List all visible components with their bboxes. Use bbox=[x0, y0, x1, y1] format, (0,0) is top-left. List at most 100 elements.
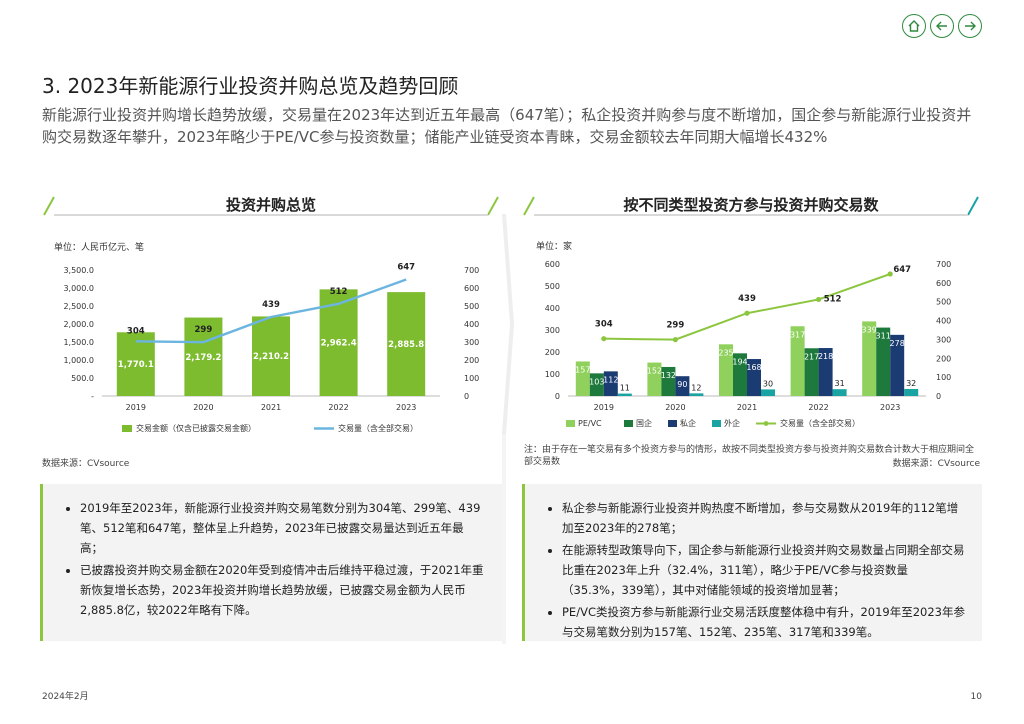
bar-data-label: 30 bbox=[763, 379, 773, 388]
y-tick-label: 3,000.0 bbox=[63, 284, 94, 293]
left-bullet-list: 2019年至2023年，新能源行业投资并购交易笔数分别为304笔、299笔、43… bbox=[62, 498, 486, 620]
chart-unit-label: 单位：家 bbox=[536, 240, 572, 252]
bar bbox=[252, 316, 290, 396]
right-source: 数据来源：CVsource bbox=[892, 459, 980, 469]
left-panel-header: 投资并购总览 bbox=[40, 194, 502, 216]
y-tick-label: 1,000.0 bbox=[63, 356, 94, 365]
arrow-right-icon[interactable] bbox=[958, 14, 982, 38]
y-tick-label: 3,500.0 bbox=[63, 266, 94, 275]
x-tick-label: 2022 bbox=[328, 403, 348, 412]
legend-swatch bbox=[712, 420, 721, 427]
bar-data-label: 12 bbox=[691, 383, 701, 392]
line-data-label: 299 bbox=[195, 325, 213, 335]
bar bbox=[617, 393, 632, 396]
legend-label: 外企 bbox=[724, 418, 740, 428]
bar-data-label: 235 bbox=[718, 348, 733, 357]
line-point bbox=[887, 271, 893, 277]
bar-data-label: 2,962.4 bbox=[321, 339, 357, 349]
header-rule bbox=[534, 214, 968, 216]
bar-data-label: 112 bbox=[603, 375, 618, 384]
left-bullet-box: 2019年至2023年，新能源行业投资并购交易笔数分别为304笔、299笔、43… bbox=[40, 484, 502, 641]
y-tick-label: 2,000.0 bbox=[63, 320, 94, 329]
line-data-label: 299 bbox=[667, 321, 685, 331]
line-data-label: 512 bbox=[330, 287, 348, 297]
y2-tick-label: 400 bbox=[464, 320, 479, 329]
bar-data-label: 339 bbox=[862, 325, 877, 334]
y-tick-label: 0 bbox=[555, 392, 560, 401]
deal-overview-chart: 单位：人民币亿元、笔 - 500.0 1,000.0 1,500.0 2,000.0 2,… bbox=[54, 241, 479, 433]
bar bbox=[761, 389, 775, 396]
bar bbox=[818, 348, 833, 396]
y-tick-label: 500 bbox=[545, 282, 560, 291]
line-point bbox=[601, 336, 607, 342]
bar-data-label: 32 bbox=[906, 379, 916, 388]
y-tick-label: 1,500.0 bbox=[63, 338, 94, 347]
panel-divider-arrow bbox=[502, 214, 514, 644]
legend-label: 国企 bbox=[636, 418, 652, 428]
y2-tick-label: 600 bbox=[464, 284, 479, 293]
y-tick-label: - bbox=[91, 392, 94, 401]
bar-data-label: 152 bbox=[647, 367, 662, 376]
y2-tick-label: 200 bbox=[464, 356, 479, 365]
right-note: 注：由于存在一笔交易有多个投资方参与的情形，故按不同类型投资方参与投资并购交易数… bbox=[524, 445, 975, 467]
line-data-label: 304 bbox=[127, 326, 145, 336]
page-number: 10 bbox=[970, 692, 982, 702]
bar-data-label: 317 bbox=[790, 330, 805, 339]
legend-label: PE/VC bbox=[578, 419, 602, 428]
header-rule bbox=[54, 214, 488, 216]
bar-data-label: 311 bbox=[876, 332, 891, 341]
investor-type-chart: 单位：家 0 100 200 300 400 500 600 0 100 200 300 400 50… bbox=[536, 240, 951, 428]
line-data-label: 512 bbox=[824, 294, 842, 304]
line-data-label: 647 bbox=[893, 265, 911, 275]
home-icon[interactable] bbox=[902, 14, 926, 38]
legend-swatch bbox=[122, 425, 132, 432]
line-point bbox=[816, 296, 822, 303]
bar-data-label: 2,885.8 bbox=[388, 340, 424, 350]
bar bbox=[719, 344, 733, 396]
legend-label: 交易金额（仅含已披露交易金额） bbox=[136, 423, 256, 433]
y2-tick-label: 100 bbox=[464, 374, 479, 383]
y2-tick-label: 100 bbox=[936, 373, 951, 382]
line-series bbox=[135, 278, 407, 344]
y2-tick-label: 0 bbox=[464, 392, 469, 401]
y2-tick-label: 0 bbox=[936, 392, 941, 401]
bar-data-label: 2,210.2 bbox=[253, 352, 289, 362]
bar-data-label: 31 bbox=[835, 379, 845, 388]
bar bbox=[862, 321, 877, 396]
bar bbox=[804, 348, 819, 396]
legend-label: 交易量（含全部交易） bbox=[780, 418, 860, 428]
y2-tick-label: 300 bbox=[936, 335, 951, 344]
right-panel-header: 按不同类型投资方参与投资并购交易数 bbox=[520, 194, 982, 216]
bar-data-label: 157 bbox=[575, 365, 590, 374]
right-bullet-list: 私企参与新能源行业投资并购热度不断增加，参与交易数从2019年的112笔增加至2… bbox=[544, 498, 966, 642]
y2-tick-label: 400 bbox=[936, 317, 951, 326]
bar-data-label: 103 bbox=[589, 377, 604, 386]
y-tick-label: 400 bbox=[545, 304, 560, 313]
legend-swatch bbox=[624, 420, 633, 427]
y-tick-label: 2,500.0 bbox=[63, 302, 94, 311]
y2-tick-label: 200 bbox=[936, 354, 951, 363]
nav-icons bbox=[902, 14, 982, 38]
bar bbox=[890, 334, 905, 396]
x-tick-label: 2019 bbox=[126, 403, 146, 412]
bar-data-label: 2,179.2 bbox=[185, 353, 221, 363]
list-item: PE/VC类投资方参与新能源行业交易活跃度整体稳中有升，2019年至2023年参… bbox=[562, 602, 966, 642]
line-data-label: 647 bbox=[397, 263, 415, 273]
bar-data-label: 168 bbox=[746, 363, 761, 372]
bar-data-label: 1,770.1 bbox=[118, 360, 154, 370]
y2-tick-label: 700 bbox=[464, 266, 479, 275]
chart-unit-label: 单位：人民币亿元、笔 bbox=[54, 241, 144, 253]
arrow-left-icon[interactable] bbox=[930, 14, 954, 38]
x-tick-label: 2019 bbox=[594, 403, 614, 412]
header-slash-decoration bbox=[43, 196, 499, 216]
left-source: 数据来源：CVsource bbox=[42, 459, 130, 469]
line-data-label: 439 bbox=[262, 300, 280, 310]
list-item: 在能源转型政策导向下，国企参与新能源行业投资并购交易数量占同期全部交易比重在20… bbox=[562, 540, 966, 600]
y-tick-label: 200 bbox=[545, 348, 560, 357]
bar bbox=[603, 371, 618, 396]
x-tick-label: 2021 bbox=[261, 403, 281, 412]
right-bullet-box: 私企参与新能源行业投资并购热度不断增加，参与交易数从2019年的112笔增加至2… bbox=[522, 484, 982, 641]
bar bbox=[675, 376, 690, 396]
bar bbox=[733, 353, 747, 396]
bar bbox=[184, 317, 223, 396]
